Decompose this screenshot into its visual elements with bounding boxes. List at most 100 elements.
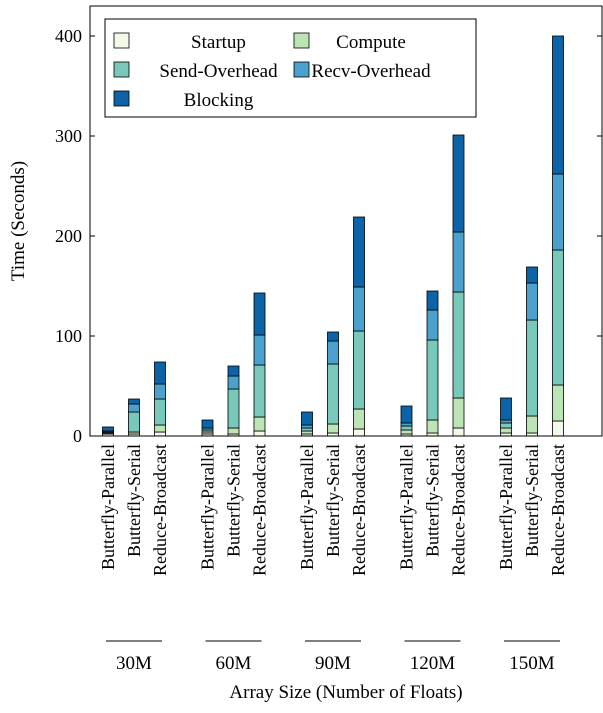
legend-label: Compute <box>336 32 406 53</box>
bar-segment <box>253 416 266 432</box>
bar-segment <box>500 397 512 421</box>
bar-segment <box>353 408 365 430</box>
bar-segment <box>327 340 339 365</box>
bar-segment <box>526 266 538 284</box>
x-category-label: Butterfly-Parallel <box>198 444 218 570</box>
group-label: 30M <box>116 653 152 674</box>
bar-segment <box>400 425 413 431</box>
bar-segment <box>400 405 413 424</box>
bars <box>102 35 564 437</box>
bar-segment <box>353 216 365 288</box>
bar-segment <box>552 384 564 422</box>
bar-segment <box>426 339 439 421</box>
bar-segment <box>552 249 564 386</box>
group-label: 90M <box>315 653 351 674</box>
y-tick-label: 200 <box>55 226 82 246</box>
bar-segment <box>526 282 538 321</box>
bar-segment <box>426 419 439 434</box>
bar-segment <box>227 388 240 429</box>
bar-segment <box>327 331 339 342</box>
bar-segment <box>102 426 114 432</box>
bar-segment <box>301 411 313 426</box>
x-category-label: Reduce-Broadcast <box>150 444 170 576</box>
bar-segment <box>253 364 266 418</box>
bar-segment <box>227 375 240 390</box>
plot-frame <box>89 5 603 437</box>
bar-segment <box>253 430 266 437</box>
bar-segment <box>526 415 538 434</box>
legend-label: Blocking <box>184 90 254 111</box>
group-label: 60M <box>216 653 252 674</box>
bar-segment <box>301 430 313 435</box>
bar-segment <box>400 422 413 427</box>
legend-swatch <box>113 32 130 49</box>
y-tick-label: 0 <box>73 426 82 446</box>
bar-segment <box>452 397 465 429</box>
bar-segment <box>452 427 465 437</box>
y-tick-label: 300 <box>55 126 82 146</box>
x-category-label: Reduce-Broadcast <box>449 444 469 576</box>
group-label: 150M <box>509 653 555 674</box>
x-category-label: Butterfly-Parallel <box>297 444 317 570</box>
bar-segment <box>227 427 240 435</box>
bar-segment <box>400 429 413 435</box>
x-category-label: Butterfly-Serial <box>224 444 244 557</box>
y-ticks: 0 100 200 300 400 <box>55 26 602 446</box>
legend-label: Recv-Overhead <box>311 61 431 82</box>
bar-segment <box>154 398 166 426</box>
y-axis-title: Time (Seconds) <box>8 161 29 281</box>
category-labels: Butterfly-Parallel Butterfly-Serial Reduce… <box>98 444 568 674</box>
bar-segment <box>301 424 313 429</box>
bar-segment <box>452 134 465 233</box>
x-category-label: Reduce-Broadcast <box>250 444 270 576</box>
bar-segment <box>426 309 439 341</box>
bar-segment <box>201 419 214 429</box>
bar-segment <box>128 398 140 405</box>
bar-segment <box>552 173 564 251</box>
bar-segment <box>128 403 140 413</box>
bar-segment <box>452 231 465 293</box>
bar-segment <box>128 411 140 433</box>
bar-segment <box>426 290 439 311</box>
bar-segment <box>500 422 512 429</box>
x-category-label: Butterfly-Parallel <box>496 444 516 570</box>
bar-segment <box>452 291 465 399</box>
bar-segment <box>353 428 365 437</box>
bar-segment <box>253 334 266 366</box>
legend-swatch <box>113 90 130 107</box>
x-category-label: Reduce-Broadcast <box>349 444 369 576</box>
x-category-label: Butterfly-Parallel <box>397 444 417 570</box>
group-label: 120M <box>410 653 456 674</box>
x-category-label: Butterfly-Serial <box>423 444 443 557</box>
x-category-label: Reduce-Broadcast <box>548 444 568 576</box>
x-category-label: Butterfly-Parallel <box>98 444 118 570</box>
bar-segment <box>500 427 512 434</box>
x-axis-title: Array Size (Number of Floats) <box>229 682 462 703</box>
legend-label: Send-Overhead <box>159 61 278 82</box>
bar-segment <box>253 292 266 336</box>
x-category-label: Butterfly-Serial <box>124 444 144 557</box>
bar-segment <box>552 420 564 437</box>
legend-swatch <box>293 32 310 49</box>
bar-segment <box>154 424 166 433</box>
bar-segment <box>552 35 564 175</box>
bar-segment <box>353 330 365 410</box>
bar-segment <box>154 431 166 437</box>
x-category-label: Butterfly-Serial <box>522 444 542 557</box>
bar-segment <box>154 383 166 400</box>
bar-segment <box>154 361 166 385</box>
legend-label: Startup <box>191 32 246 53</box>
y-tick-label: 400 <box>55 26 82 46</box>
legend-swatch <box>293 61 310 78</box>
bar-segment <box>500 419 512 424</box>
bar-segment <box>327 363 339 425</box>
bar-segment <box>301 427 313 432</box>
legend: Startup Compute Send-Overhead Recv-Overhead… <box>104 18 477 118</box>
legend-box <box>104 18 477 118</box>
x-category-label: Butterfly-Serial <box>323 444 343 557</box>
legend-swatch <box>113 61 130 78</box>
y-tick-label: 100 <box>55 326 82 346</box>
bar-segment <box>327 423 339 434</box>
bar-segment <box>526 319 538 417</box>
bar-segment <box>353 286 365 332</box>
